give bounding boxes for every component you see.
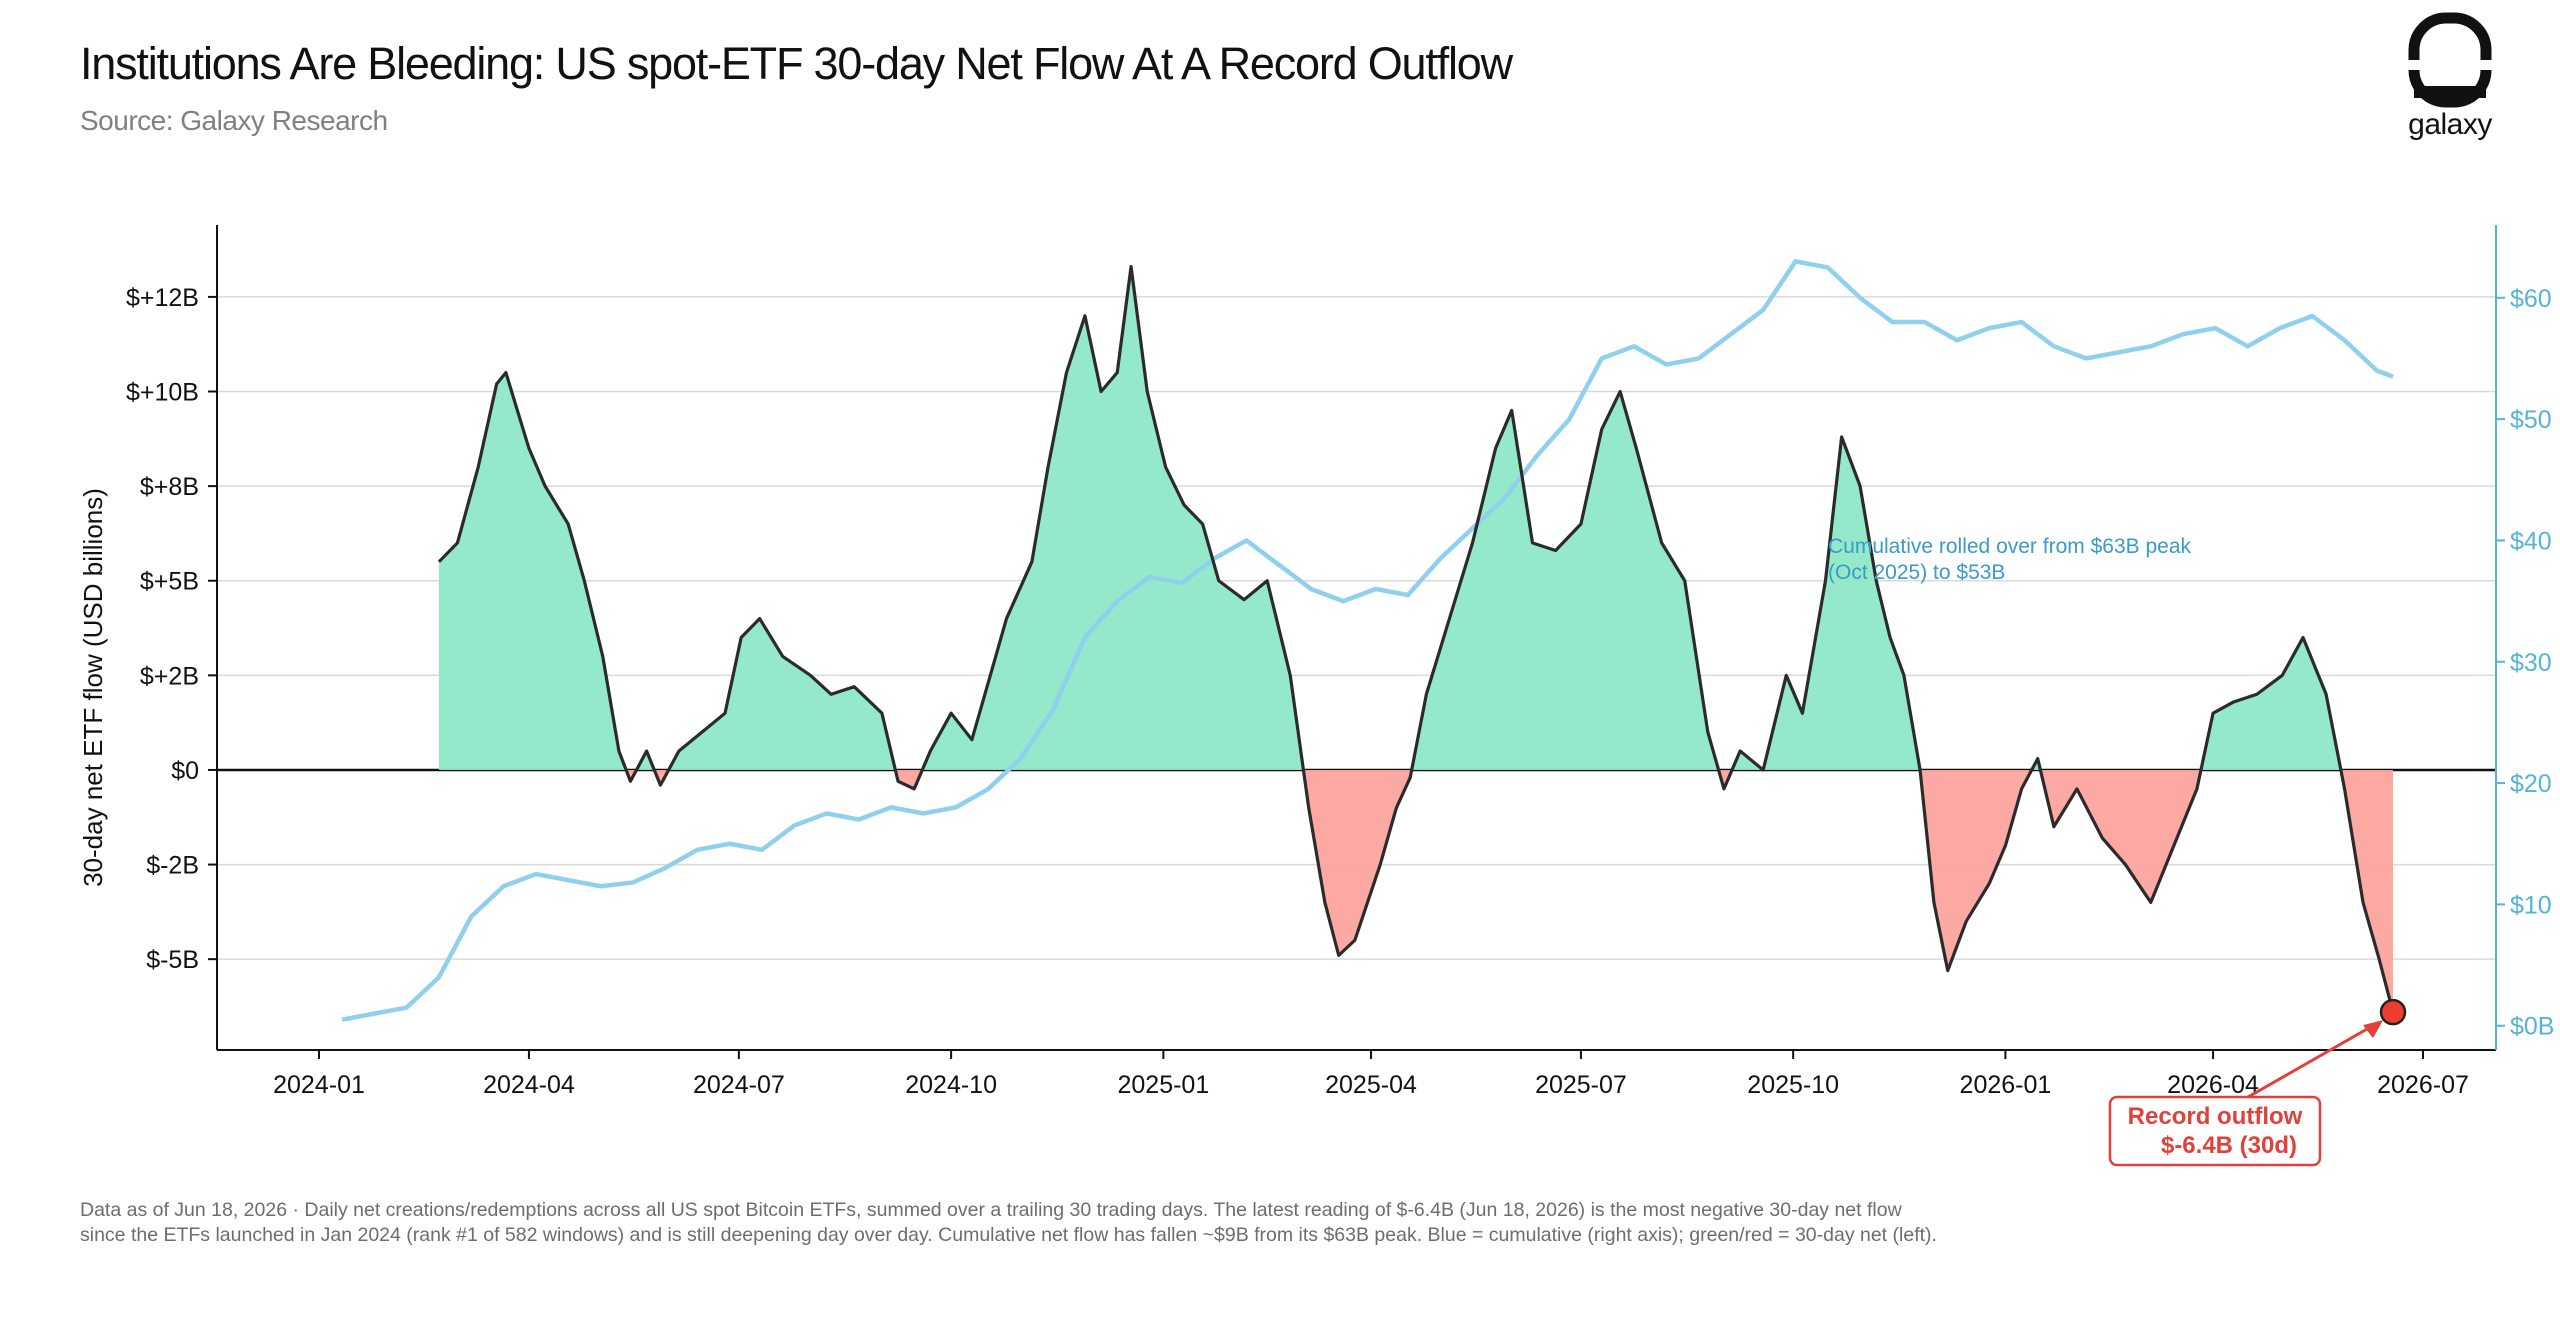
right-tick-label: $10 [2510,891,2552,919]
galaxy-logo-icon [2408,12,2492,108]
x-tick-label: 2024-07 [693,1071,785,1099]
record-outflow-arrowhead [2363,1020,2384,1039]
left-tick-label: $-5B [146,946,199,974]
x-tick-label: 2024-01 [273,1071,365,1099]
cumulative-peak-note: Cumulative rolled over from $63B peak [1828,535,2192,558]
x-tick-label: 2024-10 [905,1071,997,1099]
x-tick-label: 2024-04 [483,1071,575,1099]
x-tick-label: 2025-07 [1535,1071,1627,1099]
x-tick-label: 2025-10 [1747,1071,1839,1099]
net-flow-series [437,265,2395,1013]
right-tick-label: $30 [2510,649,2552,677]
negative-flow-area [1920,769,2032,971]
cumulative-peak-note: (Oct 2025) to $53B [1828,561,2005,584]
etf-flow-chart: $+12B $+10B $+8B $+5B $+2B $0 $-2B $-5B $60 $50 $4… [78,225,2554,1167]
x-tick-label: 2025-04 [1325,1071,1417,1099]
right-tick-label: $50 [2510,406,2552,434]
x-tick-label: 2026-04 [2167,1071,2259,1099]
positive-flow-area [1732,436,1921,770]
cumulative-flow-series [341,259,2394,1022]
chart-title: Institutions Are Bleeding: US spot-ETF 3… [80,38,1513,89]
annotations: Record outflow$-6.4B (30d) Cumulative rol… [1828,535,2407,1167]
record-outflow-arrow [2247,1020,2380,1099]
left-tick-label: $+10B [126,379,199,407]
x-tick-label: 2026-07 [2377,1071,2469,1099]
x-tick-label: 2026-01 [1960,1071,2052,1099]
record-outflow-box [2108,1095,2322,1167]
y-axis-label: 30-day net ETF flow (USD billions) [78,488,108,887]
positive-flow-area [438,372,627,770]
net-flow-line [437,265,2395,1013]
net-flow-areas [438,266,2394,1013]
negative-flow-area [2040,769,2201,903]
axes: $+12B $+10B $+8B $+5B $+2B $0 $-2B $-5B $60 $50 $4… [78,225,2554,1099]
record-outflow-label: $-6.4B (30d) [2161,1132,2297,1159]
record-outflow-marker [2379,998,2407,1026]
negative-flow-area [1303,769,1412,956]
left-tick-label: $0 [171,757,199,785]
x-tick-label: 2025-01 [1117,1071,1209,1099]
record-outflow-label: Record outflow [2128,1103,2303,1130]
positive-flow-area [636,751,655,770]
chart-source: Source: Galaxy Research [80,105,388,136]
logo-wordmark: galaxy [2408,108,2492,141]
cumulative-flow-line [341,259,2394,1022]
negative-flow-area [2340,769,2394,1013]
positive-flow-area [1411,391,1719,770]
left-tick-label: $+5B [140,568,199,596]
chart-footnote: Data as of Jun 18, 2026 · Daily net crea… [80,1199,1937,1246]
right-tick-label: $60 [2510,285,2552,313]
left-tick-label: $+2B [140,662,199,690]
right-tick-label: $40 [2510,527,2552,555]
left-tick-label: $+12B [126,284,199,312]
right-tick-label: $20 [2510,770,2552,798]
positive-flow-area [2200,637,2341,770]
positive-flow-area [668,618,896,770]
left-tick-label: $-2B [146,852,199,880]
left-tick-label: $+8B [140,473,199,501]
right-tick-label: $0B [2510,1013,2554,1041]
positive-flow-area [922,266,1304,770]
